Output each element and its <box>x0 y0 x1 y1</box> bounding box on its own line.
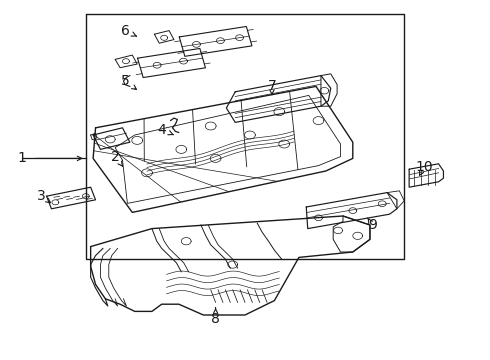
Text: 10: 10 <box>415 161 433 174</box>
Text: 8: 8 <box>211 312 220 325</box>
Text: 4: 4 <box>157 123 166 136</box>
Text: 3: 3 <box>37 189 46 203</box>
Text: 2: 2 <box>111 150 120 163</box>
Text: 7: 7 <box>268 80 276 93</box>
Text: 5: 5 <box>121 74 129 88</box>
Text: 9: 9 <box>368 218 377 232</box>
Text: 1: 1 <box>18 152 26 165</box>
Text: 6: 6 <box>121 24 129 37</box>
